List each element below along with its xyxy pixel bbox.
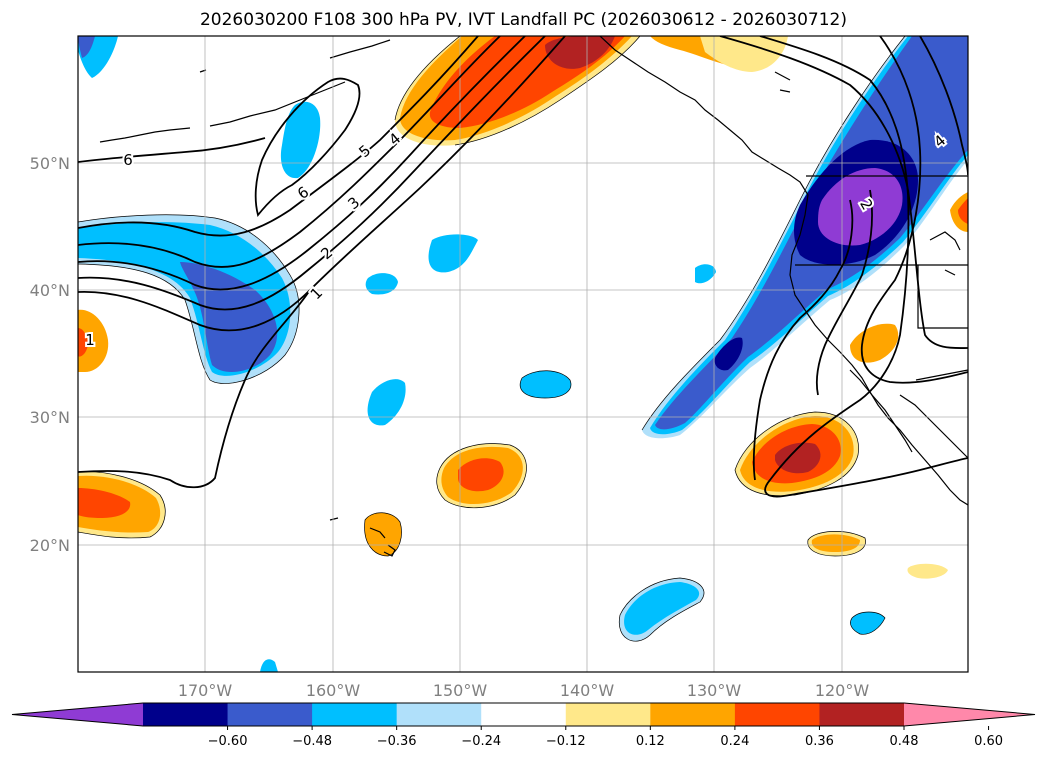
pv-ridge-west-edge-red <box>78 328 88 357</box>
colorbar-outline <box>11 702 1036 727</box>
pv-blob-d <box>520 370 571 398</box>
lat-label-30: 30°N <box>30 408 70 427</box>
pv-blob-south-sky <box>624 582 700 635</box>
pv-trough-east-purple <box>818 168 903 246</box>
contour-east-inner <box>752 199 854 481</box>
contour-6-west <box>78 137 266 163</box>
contour-1 <box>78 36 566 332</box>
pv-trough-east-navy-small <box>714 337 743 371</box>
pv-blob-e <box>695 264 716 284</box>
colorbar-swatch <box>227 703 313 726</box>
colorbar-tick-label: 0.60 <box>974 734 1003 749</box>
colorbar-tick-label: −0.36 <box>377 734 417 749</box>
contour-1-south <box>78 289 311 489</box>
contour-east-2 <box>759 36 968 498</box>
lat-label-40: 40°N <box>30 281 70 300</box>
pv-contours <box>78 36 968 498</box>
colorbar-swatch <box>565 703 651 726</box>
lon-label-140w: 140°W <box>560 681 615 700</box>
contour-4 <box>78 36 501 268</box>
pv-negative-fills <box>78 36 968 672</box>
colorbar-tick-label: −0.12 <box>546 734 586 749</box>
colorbar-tick-label: 0.24 <box>720 734 749 749</box>
colorbar-extend-high <box>904 703 1035 726</box>
lat-label-20: 20°N <box>30 536 70 555</box>
pv-blob-east-edge-red <box>958 198 968 224</box>
pv-blob-bottom <box>260 659 278 672</box>
map-frame <box>77 35 969 673</box>
contour-5 <box>78 36 479 237</box>
colorbar: −0.60 −0.48 −0.36 −0.24 −0.12 0.12 0.24 0.36 0.4… <box>11 702 1036 749</box>
lat-label-50: 50°N <box>30 154 70 173</box>
contour-3 <box>78 36 526 291</box>
lon-label-160w: 160°W <box>306 681 361 700</box>
colorbar-tick-label: −0.60 <box>208 734 248 749</box>
pv-blob-east-darkred <box>775 442 821 474</box>
pv-blob-a <box>428 234 478 273</box>
map-title: 2026030200 F108 300 hPa PV, IVT Landfall… <box>199 10 847 30</box>
lon-label-150w: 150°W <box>433 681 488 700</box>
contour-2 <box>78 36 546 311</box>
colorbar-tick-label: −0.48 <box>292 734 332 749</box>
colorbar-swatch <box>143 703 229 726</box>
contour-6-loop <box>254 77 361 217</box>
colorbar-swatch <box>650 703 736 726</box>
pv-ridge-northeast-yellow <box>700 36 788 72</box>
pv-ridge-west-edge <box>78 309 109 372</box>
colorbar-tick-label: 0.12 <box>636 734 665 749</box>
colorbar-tick-label: −0.24 <box>461 734 501 749</box>
colorbar-extend-low <box>12 703 143 726</box>
lon-label-130w: 130°W <box>687 681 742 700</box>
pv-ridge-north-darkred <box>545 36 615 69</box>
contour-label-1-west: 1 <box>85 331 95 349</box>
contour-east-5 <box>815 189 873 396</box>
colorbar-swatch <box>481 703 567 726</box>
pv-blob-c <box>367 379 406 426</box>
pv-positive-fills <box>78 36 968 579</box>
colorbar-tick-label: 0.36 <box>805 734 834 749</box>
pv-blob-north <box>280 101 321 179</box>
coastlines <box>99 36 968 557</box>
colorbar-swatch <box>819 703 905 726</box>
pv-trough-west-blue <box>180 262 278 373</box>
map-area: 6 6 5 4 3 2 1 4 2 1 <box>78 36 968 672</box>
pv-blob-south-east-orange <box>811 534 860 552</box>
pv-corner-nw-blue <box>78 36 95 58</box>
contour-east-3 <box>860 36 968 384</box>
gridlines <box>78 36 968 672</box>
pv-blob-far-east <box>907 563 948 579</box>
pv-blob-central-red <box>458 458 504 492</box>
colorbar-swatch <box>396 703 482 726</box>
pv-ridge-sw-red <box>78 488 131 518</box>
longitude-labels: 170°W 160°W 150°W 140°W 130°W 120°W <box>178 681 870 700</box>
lon-label-120w: 120°W <box>815 681 870 700</box>
pv-blob-b <box>365 273 398 295</box>
latitude-labels: 50°N 40°N 30°N 20°N <box>30 154 70 555</box>
colorbar-swatch <box>734 703 820 726</box>
colorbar-swatch <box>312 703 398 726</box>
colorbar-tick-label: 0.48 <box>890 734 919 749</box>
lon-label-170w: 170°W <box>178 681 233 700</box>
contour-label-6a: 6 <box>123 151 133 169</box>
contour-east-4 <box>919 36 968 176</box>
